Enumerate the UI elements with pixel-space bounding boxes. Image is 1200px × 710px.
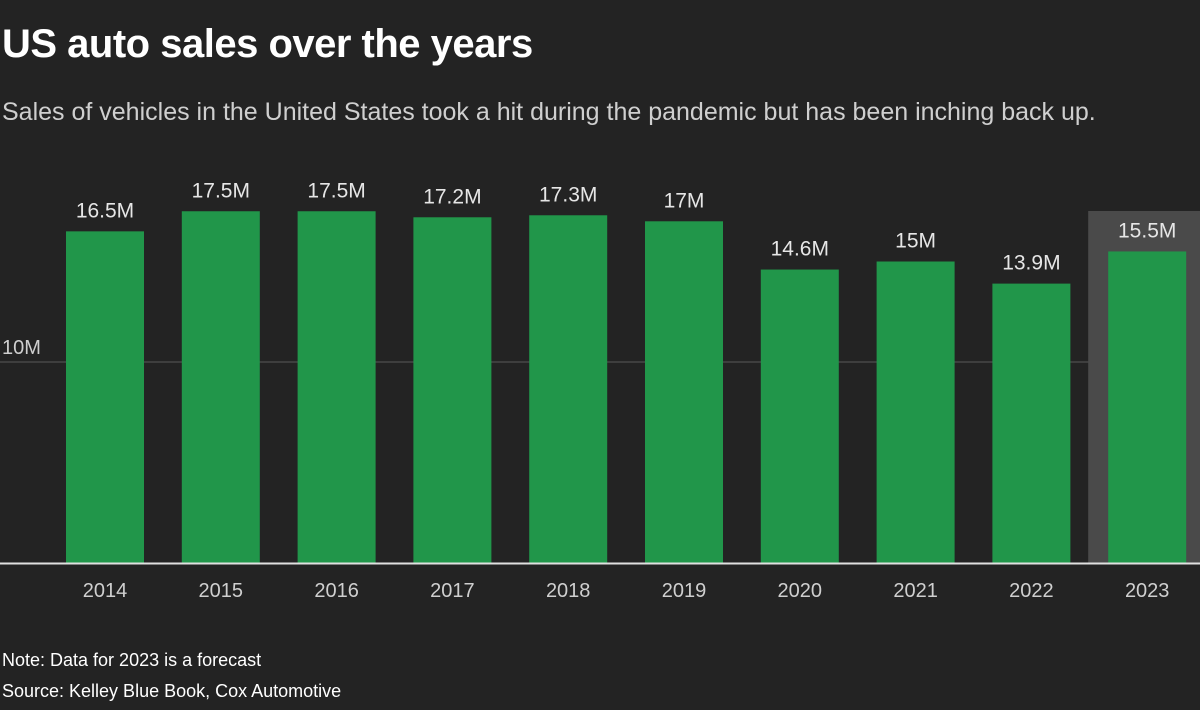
bar-2021 <box>876 261 955 563</box>
data-label-2015: 17.5M <box>192 179 250 202</box>
x-tick-2016: 2016 <box>314 580 359 602</box>
data-label-2014: 16.5M <box>76 199 134 222</box>
x-tick-2017: 2017 <box>430 580 475 602</box>
chart-note: Note: Data for 2023 is a forecast <box>2 650 262 670</box>
x-tick-2021: 2021 <box>893 580 938 602</box>
x-tick-2020: 2020 <box>778 580 823 602</box>
x-tick-2018: 2018 <box>546 580 591 602</box>
data-label-2023: 15.5M <box>1118 219 1176 242</box>
bar-2017 <box>413 217 492 563</box>
bar-chart: 16.5M 2014 17.5M 2015 17.5M 2016 17.2M 2017 17.3… <box>0 179 1200 602</box>
data-label-2020: 14.6M <box>771 238 829 261</box>
bar-2016 <box>297 211 376 563</box>
x-tick-2014: 2014 <box>83 580 128 602</box>
y-tick-10M: 10M <box>2 337 41 359</box>
chart-subtitle: Sales of vehicles in the United States t… <box>2 98 1096 126</box>
bar-2015 <box>181 211 260 563</box>
bar-2023 <box>1108 251 1187 563</box>
chart-source: Source: Kelley Blue Book, Cox Automotive <box>2 681 342 701</box>
x-tick-2023: 2023 <box>1125 580 1170 602</box>
x-tick-2022: 2022 <box>1009 580 1054 602</box>
data-label-2016: 17.5M <box>307 179 365 202</box>
x-tick-2019: 2019 <box>662 580 707 602</box>
data-label-2021: 15M <box>895 230 936 253</box>
data-label-2017: 17.2M <box>423 185 481 208</box>
bar-2018 <box>529 215 608 563</box>
chart-title: US auto sales over the years <box>2 22 533 66</box>
data-label-2022: 13.9M <box>1002 252 1060 275</box>
bar-2020 <box>760 269 839 563</box>
data-label-2018: 17.3M <box>539 183 597 206</box>
bar-2014 <box>66 231 144 563</box>
x-tick-2015: 2015 <box>199 580 244 602</box>
bar-2022 <box>992 283 1071 563</box>
data-label-2019: 17M <box>664 189 705 212</box>
bar-2019 <box>645 221 723 564</box>
